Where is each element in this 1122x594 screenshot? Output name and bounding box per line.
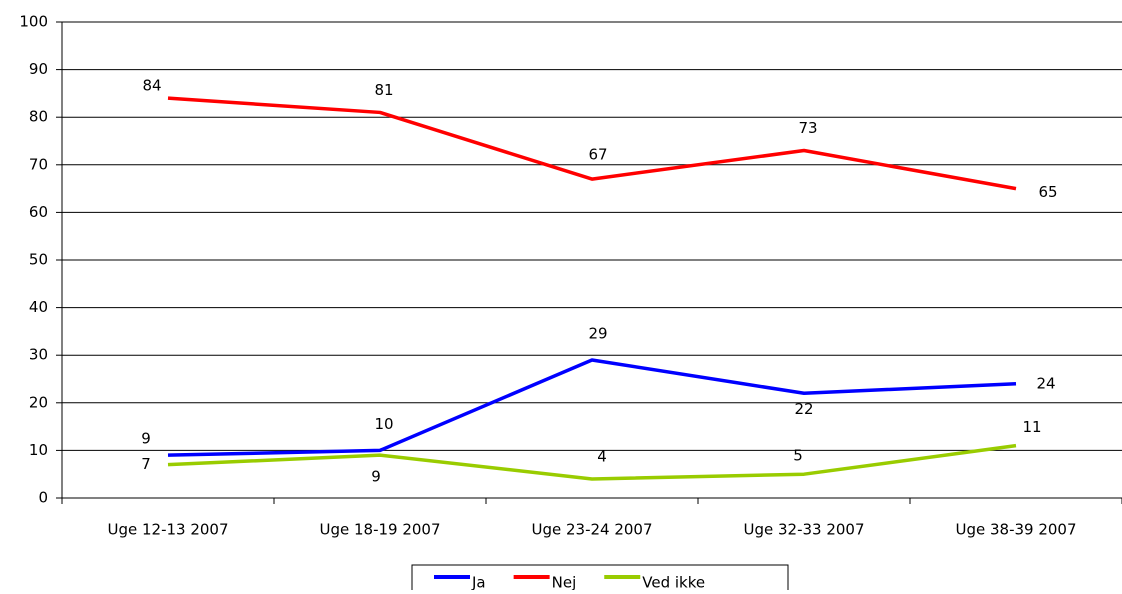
data-label: 9	[371, 468, 381, 486]
data-label: 11	[1022, 418, 1041, 436]
y-tick-label: 10	[29, 441, 48, 459]
data-label: 84	[142, 77, 161, 95]
series-line	[167, 96, 1017, 191]
legend-label: Ja	[471, 574, 486, 591]
data-label: 10	[374, 415, 393, 433]
x-tick-label: Uge 32-33 2007	[743, 521, 864, 539]
y-tick-label: 30	[29, 346, 48, 364]
data-label: 24	[1036, 374, 1055, 392]
y-tick-label: 80	[29, 108, 48, 126]
data-label: 7	[141, 455, 151, 473]
y-tick-label: 100	[19, 13, 48, 31]
data-label: 22	[794, 400, 813, 418]
series-line	[167, 358, 1017, 457]
x-tick-label: Uge 38-39 2007	[955, 521, 1076, 539]
y-tick-label: 70	[29, 155, 48, 173]
data-label: 4	[597, 447, 607, 465]
y-tick-label: 90	[29, 60, 48, 78]
data-label: 5	[793, 447, 803, 465]
data-label: 65	[1038, 183, 1057, 201]
legend: Ja Nej Ved ikke	[411, 564, 789, 594]
data-label: 81	[374, 81, 393, 99]
data-label: 29	[588, 324, 607, 342]
data-label: 67	[588, 146, 607, 164]
y-tick-label: 50	[29, 251, 48, 269]
legend-label: Ved ikke	[642, 574, 705, 591]
series-line	[167, 443, 1017, 481]
x-tick-label: Uge 12-13 2007	[107, 521, 228, 539]
y-tick-label: 20	[29, 393, 48, 411]
y-tick-label: 0	[38, 489, 48, 507]
legend-label: Nej	[552, 574, 577, 591]
x-tick-label: Uge 23-24 2007	[531, 521, 652, 539]
data-label: 73	[798, 119, 817, 137]
legend-box	[411, 564, 789, 594]
y-tick-label: 60	[29, 203, 48, 221]
data-label: 9	[141, 430, 151, 448]
y-tick-label: 40	[29, 298, 48, 316]
x-tick-label: Uge 18-19 2007	[319, 521, 440, 539]
